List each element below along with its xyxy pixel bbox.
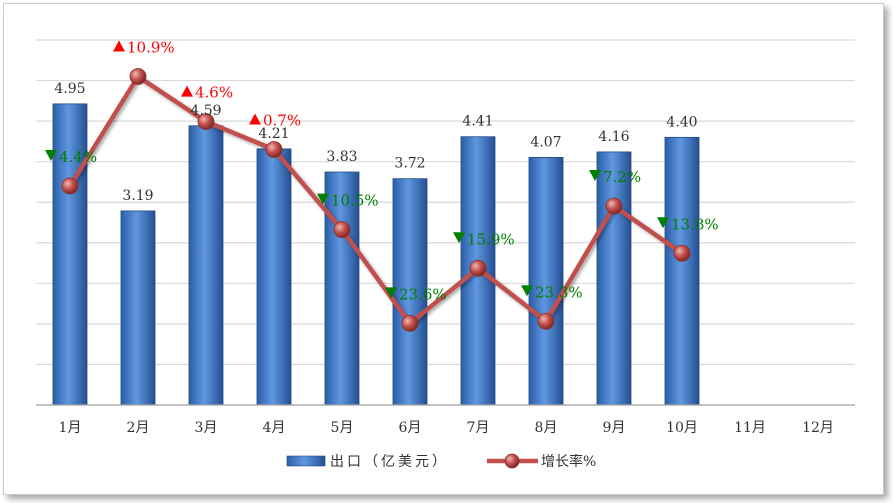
x-tick-label: 1月 <box>59 420 82 436</box>
line-point <box>333 221 351 239</box>
legend: 出口（亿美元） 增长率% <box>286 453 596 470</box>
line-path <box>68 74 684 326</box>
bar <box>188 125 224 406</box>
bar-value-label: 3.83 <box>326 149 357 165</box>
growth-rate-label: 4.6% <box>195 84 233 102</box>
x-tick-label: 7月 <box>467 420 490 436</box>
legend-label-export: 出口（亿美元） <box>330 454 449 470</box>
up-triangle-icon <box>113 40 125 52</box>
down-triangle-icon <box>317 193 329 205</box>
growth-rate-label: 23.6% <box>399 285 447 303</box>
bar-series <box>52 103 700 406</box>
bar <box>52 103 88 406</box>
growth-rate-label: 4.4% <box>59 148 97 166</box>
line-series <box>61 68 691 332</box>
line-point <box>265 141 283 158</box>
x-tick-label: 10月 <box>666 420 698 436</box>
line-point <box>61 177 79 195</box>
line-point <box>605 197 623 215</box>
bar <box>528 157 564 406</box>
x-tick-label: 12月 <box>802 420 834 436</box>
data-labels: 4.95 3.19 4.59 4.21 3.83 3.72 4.41 4.07 4.16 4.40… <box>45 39 719 303</box>
growth-rate-label: 10.9% <box>127 39 175 57</box>
growth-rate-label: 10.5% <box>331 192 379 210</box>
bar-value-label: 4.07 <box>530 134 561 150</box>
up-triangle-icon <box>181 85 193 97</box>
growth-rate-label: 13.8% <box>671 215 719 233</box>
up-triangle-icon <box>249 113 261 125</box>
down-triangle-icon <box>45 150 57 161</box>
bar <box>256 148 292 406</box>
down-triangle-icon <box>385 287 397 299</box>
x-axis: 1月 2月 3月 4月 5月 6月 7月 8月 9月 10月 11月 12月 <box>36 404 855 436</box>
x-tick-label: 2月 <box>127 420 150 436</box>
down-triangle-icon <box>521 285 533 297</box>
x-tick-label: 3月 <box>195 420 218 436</box>
bar-value-label: 4.95 <box>54 81 85 97</box>
legend-bar-swatch <box>286 455 326 467</box>
line-point <box>197 113 215 130</box>
line-point <box>537 312 555 330</box>
x-tick-label: 8月 <box>535 420 558 436</box>
bar <box>664 136 700 406</box>
bar-value-label: 4.41 <box>462 114 493 130</box>
line-point <box>673 244 691 262</box>
x-tick-label: 6月 <box>399 420 422 436</box>
x-tick-label: 11月 <box>734 420 766 436</box>
bar-value-label: 3.19 <box>122 188 153 204</box>
growth-rate-label: 15.9% <box>467 230 515 248</box>
x-tick-label: 4月 <box>263 420 286 436</box>
bar <box>120 210 156 406</box>
growth-rate-label: 7.2% <box>603 168 641 186</box>
bar-value-label: 4.59 <box>190 103 221 119</box>
down-triangle-icon <box>589 170 601 182</box>
bar-value-label: 4.16 <box>598 129 629 145</box>
down-triangle-icon <box>453 232 465 244</box>
bar <box>596 151 632 406</box>
x-tick-label: 5月 <box>331 420 354 436</box>
growth-rate-label: 0.7% <box>263 112 301 130</box>
line-point <box>129 68 147 85</box>
line-point <box>469 259 487 277</box>
legend-line-marker <box>504 453 520 469</box>
line-point <box>401 315 419 332</box>
bar-value-label: 4.21 <box>258 126 289 142</box>
growth-rate-label: 23.3% <box>535 283 583 301</box>
gridlines <box>36 39 855 406</box>
x-tick-label: 9月 <box>603 420 626 436</box>
bar-value-label: 4.40 <box>666 114 697 130</box>
legend-label-growth: 增长率% <box>541 453 596 470</box>
bar-value-label: 3.72 <box>394 156 425 172</box>
down-triangle-icon <box>657 217 669 229</box>
